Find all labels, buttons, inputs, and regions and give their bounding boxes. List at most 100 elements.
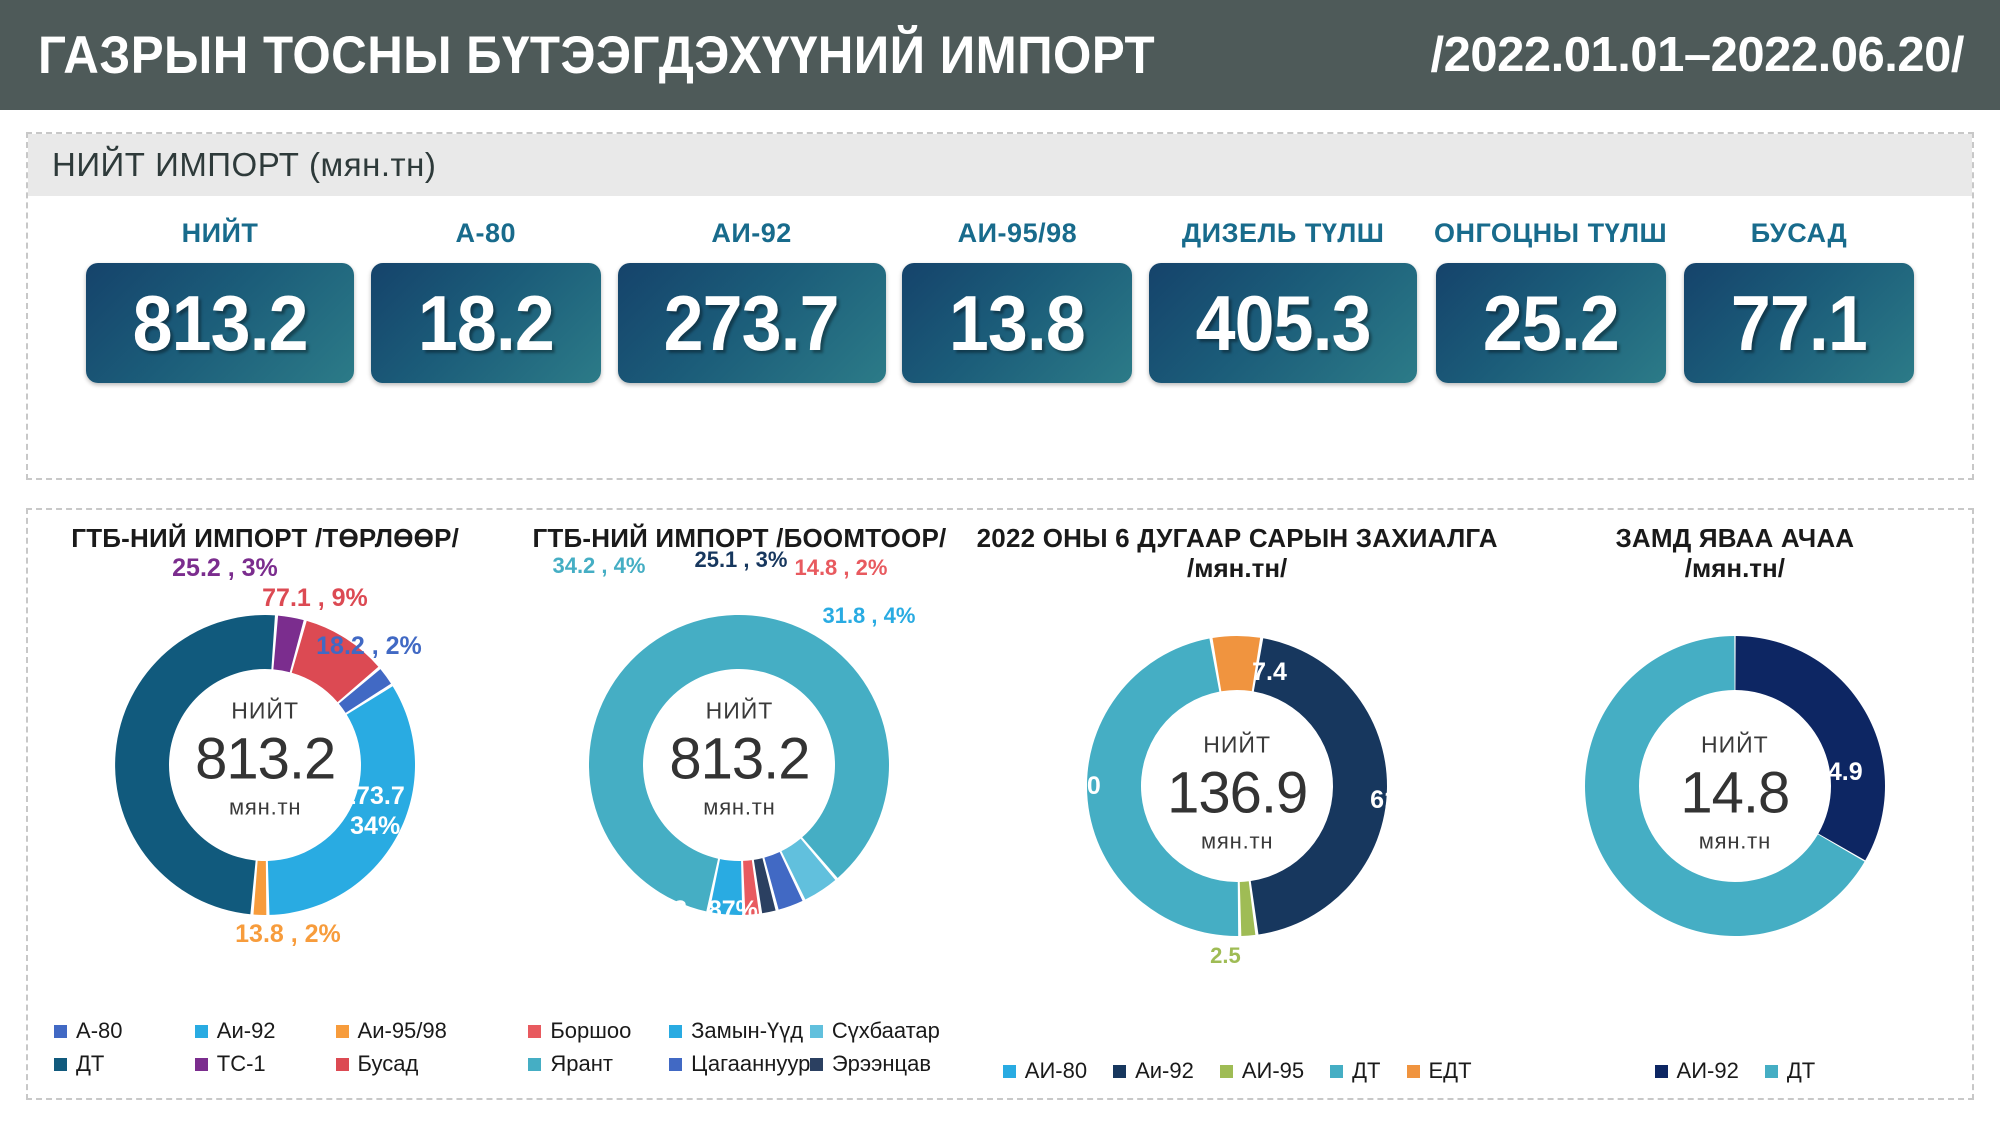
legend-item[interactable]: Аи-95/98	[335, 1018, 477, 1044]
chart-import-by-port: ГТБ-НИЙ ИМПОРТ /БООМТООР/ НИЙТ 813.2 мян…	[502, 510, 976, 1098]
legend-item[interactable]: ДТ	[1330, 1058, 1381, 1084]
legend-swatch-icon	[1002, 1064, 1016, 1078]
kpi-label: АИ-95/98	[957, 218, 1078, 248]
arc-busad[interactable]	[291, 620, 379, 703]
kpi-card-jet-fuel[interactable]: ОНГОЦНЫ ТҮЛШ 25.2	[1434, 218, 1667, 383]
chart-subtitle: /мян.тн/	[1187, 552, 1288, 583]
kpi-card-ai92[interactable]: АИ-92 273.7	[617, 218, 886, 383]
legend-item[interactable]: А-80	[54, 1018, 195, 1044]
donut-svg	[589, 614, 890, 915]
legend-item[interactable]: Цагааннуур	[669, 1051, 810, 1077]
kpi-value: 273.7	[664, 279, 840, 367]
legend-label: Аи-95/98	[357, 1018, 447, 1043]
legend-swatch-icon	[54, 1024, 68, 1038]
legend-item[interactable]: Сүхбаатар	[809, 1018, 951, 1044]
legend-label: Боршоо	[550, 1018, 632, 1043]
legend-swatch-icon	[1330, 1064, 1344, 1078]
arc-zamynuud[interactable]	[709, 859, 743, 915]
legend-item[interactable]: ДТ	[54, 1051, 195, 1077]
legend-item[interactable]: АИ-92	[1654, 1058, 1739, 1084]
legend-swatch-icon	[194, 1057, 208, 1071]
legend-swatch-icon	[669, 1024, 683, 1038]
arc-sukhbaatar[interactable]	[781, 838, 836, 900]
legend-label: ДТ	[76, 1051, 105, 1076]
legend-item[interactable]: Бусад	[335, 1051, 477, 1077]
kpi-label: ОНГОЦНЫ ТҮЛШ	[1433, 218, 1668, 248]
chart-title: ЗАМД ЯВАА АЧАА	[1615, 523, 1855, 553]
arc-a80[interactable]	[339, 669, 392, 713]
kpi-card-ai9598[interactable]: АИ-95/98 13.8	[902, 218, 1133, 383]
report-period: /2022.01.01–2022.06.20/	[1430, 28, 1965, 82]
arc-ai95[interactable]	[1239, 881, 1256, 936]
legend-item[interactable]: ЕДТ	[1406, 1058, 1472, 1084]
arc-ai92[interactable]	[268, 686, 416, 915]
chart-legend: АИ-92 ДТ	[1498, 1058, 1972, 1084]
legend-label: Эрээнцав	[831, 1051, 932, 1076]
kpi-value-box: 13.8	[902, 263, 1133, 383]
charts-panel: ГТБ-НИЙ ИМПОРТ /ТӨРЛӨӨР/ НИЙТ 813.2 мян.…	[26, 508, 1974, 1100]
legend-item[interactable]: Замын-Үүд	[669, 1018, 810, 1044]
donut-svg	[115, 614, 416, 915]
legend-item[interactable]: Эрээнцав	[809, 1051, 951, 1077]
donut-chart: НИЙТ 14.8 мян.тн 4.9 9.8	[1500, 586, 1970, 986]
chart-legend: Боршоо Замын-Үүд Сүхбаатар Ярант Цагаанн…	[502, 1018, 976, 1084]
donut-chart: НИЙТ 136.9 мян.тн 7.4 61.9 2.5 65.0	[1002, 586, 1472, 986]
kpi-label: ДИЗЕЛЬ ТҮЛШ	[1181, 218, 1385, 248]
arc-ereentsav[interactable]	[754, 857, 777, 914]
arc-dt[interactable]	[1584, 635, 1865, 936]
kpi-label: АИ-92	[711, 218, 792, 248]
legend-item[interactable]: Боршоо	[528, 1018, 669, 1044]
legend-label: Аи-92	[1135, 1058, 1194, 1083]
arc-ts1[interactable]	[273, 615, 304, 673]
legend-label: Цагааннуур	[691, 1051, 811, 1076]
legend-swatch-icon	[1654, 1064, 1668, 1078]
legend-item[interactable]: ТС-1	[194, 1051, 336, 1077]
legend-item[interactable]: АИ-80	[1002, 1058, 1087, 1084]
chart-title: ГТБ-НИЙ ИМПОРТ /БООМТООР/	[532, 523, 947, 553]
legend-label: АИ-92	[1676, 1058, 1739, 1083]
kpi-label: А-80	[455, 218, 517, 248]
legend-item[interactable]: Ярант	[528, 1051, 669, 1077]
arc-ai9598[interactable]	[253, 860, 267, 915]
legend-swatch-icon	[194, 1024, 208, 1038]
chart-import-by-type: ГТБ-НИЙ ИМПОРТ /ТӨРЛӨӨР/ НИЙТ 813.2 мян.…	[28, 510, 502, 1098]
legend-item[interactable]: Аи-92	[1113, 1058, 1194, 1084]
total-import-panel: НИЙТ ИМПОРТ (мян.тн) НИЙТ 813.2 А-80 18.…	[26, 132, 1974, 480]
legend-label: ДТ	[1352, 1058, 1381, 1083]
kpi-value-box: 77.1	[1683, 263, 1914, 383]
chart-title: ГТБ-НИЙ ИМПОРТ /ТӨРЛӨӨР/	[71, 523, 460, 553]
legend-swatch-icon	[54, 1057, 68, 1071]
legend-swatch-icon	[1406, 1064, 1420, 1078]
legend-swatch-icon	[669, 1057, 683, 1071]
arc-borshoo[interactable]	[743, 860, 760, 915]
legend-label: Аи-92	[216, 1018, 276, 1043]
chart-june-order: 2022 ОНЫ 6 ДУГААР САРЫН ЗАХИАЛГА /мян.тн…	[977, 510, 1498, 1098]
arc-ai92[interactable]	[1250, 638, 1388, 935]
arc-yarant[interactable]	[589, 614, 890, 912]
kpi-value-box: 18.2	[370, 263, 601, 383]
donut-svg	[1584, 635, 1885, 936]
arc-dt[interactable]	[115, 614, 276, 915]
legend-label: Бусад	[357, 1051, 419, 1076]
legend-item[interactable]: ДТ	[1764, 1058, 1816, 1084]
kpi-value: 13.8	[949, 279, 1086, 367]
kpi-card-diesel[interactable]: ДИЗЕЛЬ ТҮЛШ 405.3	[1149, 218, 1418, 383]
kpi-panel-title: НИЙТ ИМПОРТ (мян.тн)	[52, 146, 437, 183]
legend-item[interactable]: Аи-92	[194, 1018, 336, 1044]
arc-ai92[interactable]	[1735, 635, 1885, 861]
legend-item[interactable]: АИ-95	[1219, 1058, 1304, 1084]
arc-dt[interactable]	[1087, 638, 1239, 936]
donut-chart: НИЙТ 813.2 мян.тн 25.2 , 3% 77.1 , 9% 18…	[30, 554, 500, 960]
arc-edt[interactable]	[1212, 635, 1261, 692]
kpi-value-box: 813.2	[86, 263, 354, 383]
page-title: ГАЗРЫН ТОСНЫ БҮТЭЭГДЭХҮҮНИЙ ИМПОРТ	[38, 25, 1156, 85]
arc-tsagaannuur[interactable]	[764, 851, 803, 910]
kpi-value: 405.3	[1195, 279, 1372, 367]
kpi-card-other[interactable]: БУСАД 77.1	[1683, 218, 1914, 383]
kpi-card-total[interactable]: НИЙТ 813.2	[86, 218, 354, 383]
donut-svg	[1087, 635, 1388, 936]
legend-label: ДТ	[1786, 1058, 1816, 1083]
legend-label: ТС-1	[216, 1051, 266, 1076]
kpi-card-a80[interactable]: А-80 18.2	[370, 218, 601, 383]
